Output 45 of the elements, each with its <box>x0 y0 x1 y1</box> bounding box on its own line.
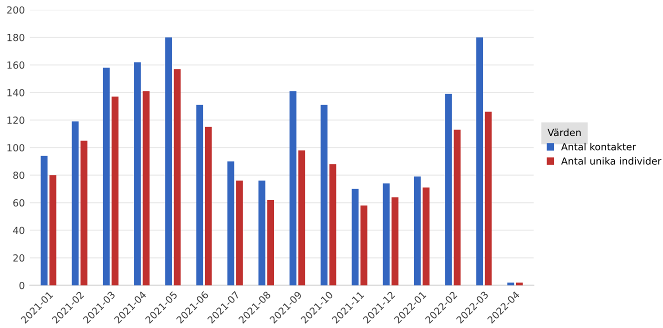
bar <box>112 96 118 286</box>
bar <box>454 130 461 286</box>
bar <box>414 176 421 286</box>
bar <box>134 62 141 286</box>
legend-label: Antal kontakter <box>561 142 636 150</box>
y-tick-label: 120 <box>7 116 24 124</box>
legend-label: Antal unika individer <box>561 157 662 165</box>
y-tick-label: 200 <box>7 6 24 14</box>
bar <box>72 121 79 286</box>
bar <box>352 188 359 286</box>
bar <box>476 37 484 286</box>
y-tick-label: 160 <box>7 61 24 69</box>
y-tick-label: 80 <box>13 172 24 179</box>
bar <box>516 282 523 286</box>
y-tick-label: 60 <box>13 199 24 207</box>
y-tick-label: 0 <box>19 282 24 290</box>
bar <box>204 126 212 286</box>
y-tick-label: 20 <box>13 254 24 262</box>
bar <box>298 150 306 286</box>
bar <box>40 156 48 286</box>
bar <box>80 140 88 286</box>
bar <box>49 175 56 286</box>
bar <box>102 68 110 286</box>
bar <box>360 205 368 286</box>
bar <box>236 180 243 286</box>
bar <box>227 161 234 286</box>
bar <box>382 183 390 286</box>
bar <box>290 91 296 286</box>
bar <box>258 180 266 286</box>
bar <box>445 94 452 286</box>
bar <box>165 37 172 286</box>
legend-title: Värden <box>548 128 581 136</box>
bar <box>196 104 204 286</box>
bar <box>329 164 336 286</box>
bar <box>422 188 430 286</box>
bar <box>484 112 492 286</box>
y-tick-label: 100 <box>7 144 24 152</box>
y-tick-label: 180 <box>7 34 24 42</box>
bar <box>142 91 150 286</box>
bar <box>320 104 328 286</box>
bar <box>267 200 274 286</box>
y-tick-label: 40 <box>13 226 24 234</box>
bar <box>174 69 181 286</box>
y-tick-label: 140 <box>7 88 24 96</box>
bar <box>392 197 398 286</box>
